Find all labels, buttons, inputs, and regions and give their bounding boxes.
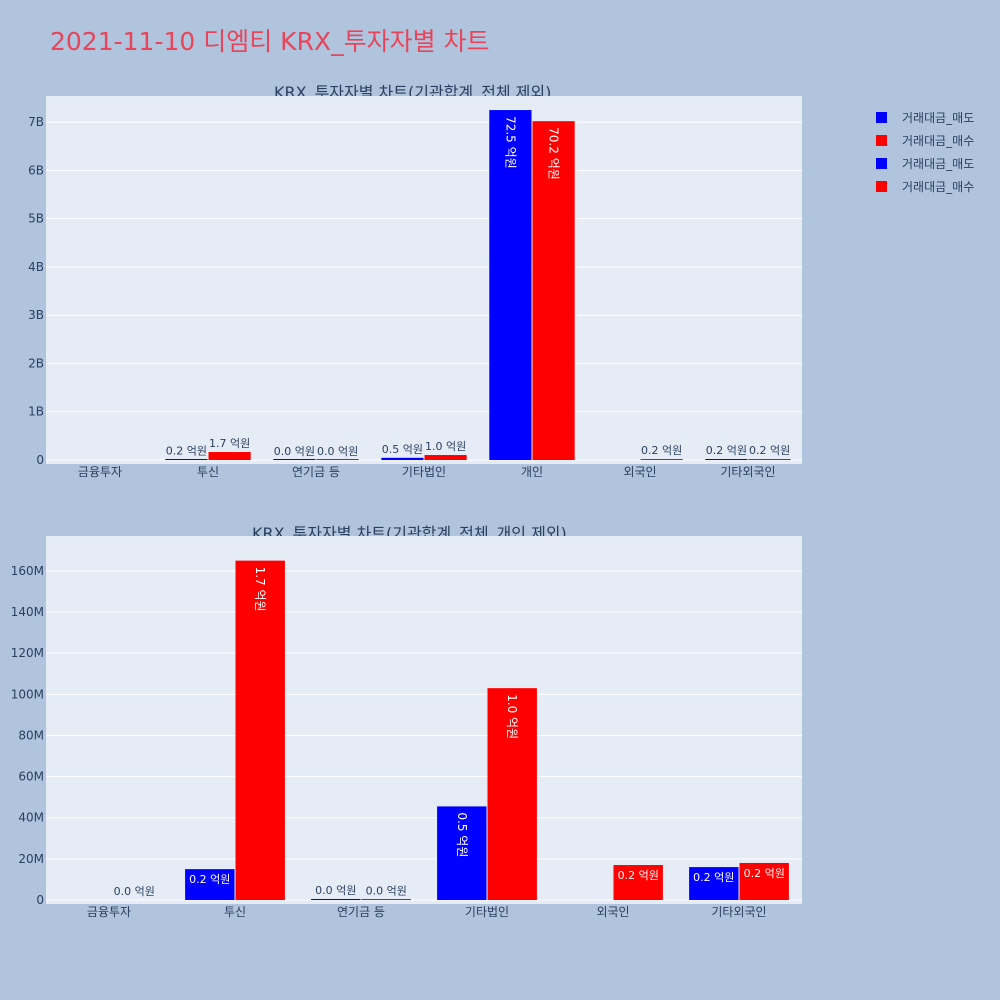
data-label: 1.0 억원 bbox=[505, 694, 519, 739]
y-tick-label: 1B bbox=[28, 405, 44, 419]
legend-item[interactable]: 거래대금_매수 bbox=[876, 175, 974, 198]
legend-swatch-sell bbox=[876, 158, 887, 169]
bar-buy bbox=[235, 560, 285, 900]
bar-buy bbox=[640, 459, 683, 460]
data-label: 70.2 억원 bbox=[547, 127, 561, 180]
x-tick-label: 개인 bbox=[521, 465, 543, 479]
legend-item[interactable]: 거래대금_매도 bbox=[876, 152, 974, 175]
bar-sell bbox=[689, 867, 739, 900]
bar-sell bbox=[381, 457, 424, 460]
bar-sell bbox=[165, 459, 208, 460]
x-tick-label: 기타법인 bbox=[465, 905, 509, 919]
data-label: 72.5 억원 bbox=[503, 116, 517, 169]
y-tick-label: 4B bbox=[28, 260, 44, 274]
data-label: 1.0 억원 bbox=[425, 440, 466, 453]
legend-label: 거래대금_매도 bbox=[902, 111, 975, 125]
bar-buy bbox=[316, 459, 359, 460]
legend-label: 거래대금_매수 bbox=[902, 134, 975, 148]
y-tick-label: 3B bbox=[28, 308, 44, 322]
y-tick-label: 7B bbox=[28, 115, 44, 129]
plot-area bbox=[46, 96, 802, 464]
data-label: 1.7 억원 bbox=[253, 567, 267, 612]
data-label: 0.2 억원 bbox=[641, 444, 682, 457]
data-label: 0.0 억원 bbox=[274, 445, 315, 458]
x-tick-label: 금융투자 bbox=[78, 465, 122, 479]
bar-sell bbox=[185, 869, 235, 900]
legend-swatch-sell bbox=[876, 112, 887, 123]
plot-area bbox=[46, 536, 802, 904]
data-label: 1.7 억원 bbox=[209, 437, 250, 450]
data-label: 0.0 억원 bbox=[315, 884, 356, 897]
bar-sell bbox=[311, 898, 361, 900]
y-tick-label: 80M bbox=[18, 728, 44, 742]
bar-sell bbox=[273, 459, 316, 460]
data-label: 0.2 억원 bbox=[166, 444, 207, 457]
x-tick-label: 외국인 bbox=[623, 465, 656, 479]
data-label: 0.2 억원 bbox=[618, 869, 659, 882]
legend-item[interactable]: 거래대금_매도 bbox=[876, 106, 974, 129]
x-tick-label: 연기금 등 bbox=[337, 905, 385, 919]
bar-buy bbox=[613, 865, 663, 900]
x-tick-label: 금융투자 bbox=[87, 905, 131, 919]
legend-swatch-buy bbox=[876, 181, 887, 192]
x-tick-label: 기타법인 bbox=[402, 465, 446, 479]
bar-sell bbox=[705, 459, 748, 460]
data-label: 0.0 억원 bbox=[366, 884, 407, 897]
y-tick-label: 60M bbox=[18, 770, 44, 784]
x-tick-label: 기타외국인 bbox=[711, 905, 766, 919]
bar-buy bbox=[748, 459, 791, 460]
bar-buy bbox=[739, 862, 789, 900]
bar-buy bbox=[532, 121, 575, 460]
legend-item[interactable]: 거래대금_매수 bbox=[876, 129, 974, 152]
bar-buy bbox=[361, 899, 411, 900]
data-label: 0.5 억원 bbox=[455, 812, 469, 857]
data-label: 0.2 억원 bbox=[744, 867, 785, 880]
x-tick-label: 연기금 등 bbox=[292, 465, 340, 479]
y-tick-label: 0 bbox=[36, 453, 44, 467]
y-tick-label: 20M bbox=[18, 852, 44, 866]
legend: 거래대금_매도 거래대금_매수 거래대금_매도 거래대금_매수 bbox=[876, 106, 974, 198]
y-tick-label: 2B bbox=[28, 356, 44, 370]
bar-sell bbox=[489, 110, 532, 461]
legend-swatch-buy bbox=[876, 135, 887, 146]
y-tick-label: 5B bbox=[28, 212, 44, 226]
y-tick-label: 160M bbox=[11, 564, 44, 578]
bar-buy bbox=[208, 452, 251, 460]
page-title: 2021-11-10 디엠티 KRX_투자자별 차트 bbox=[50, 27, 490, 56]
bar-buy bbox=[424, 455, 467, 460]
x-tick-label: 투신 bbox=[224, 905, 246, 919]
y-tick-label: 140M bbox=[11, 605, 44, 619]
y-tick-label: 100M bbox=[11, 687, 44, 701]
data-label: 0.0 억원 bbox=[317, 445, 358, 458]
legend-label: 거래대금_매도 bbox=[902, 157, 975, 171]
data-label: 0.5 억원 bbox=[382, 443, 423, 456]
x-tick-label: 투신 bbox=[197, 465, 219, 479]
data-label: 0.2 억원 bbox=[693, 871, 734, 884]
y-tick-label: 120M bbox=[11, 646, 44, 660]
data-label: 0.0 억원 bbox=[114, 885, 155, 898]
y-tick-label: 0 bbox=[36, 893, 44, 907]
data-label: 0.2 억원 bbox=[749, 444, 790, 457]
legend-label: 거래대금_매수 bbox=[902, 180, 975, 194]
bar-sell bbox=[437, 806, 487, 900]
x-tick-label: 기타외국인 bbox=[720, 465, 775, 479]
data-label: 0.2 억원 bbox=[706, 444, 747, 457]
y-tick-label: 6B bbox=[28, 163, 44, 177]
bar-buy bbox=[487, 688, 537, 900]
data-label: 0.2 억원 bbox=[189, 873, 230, 886]
y-tick-label: 40M bbox=[18, 811, 44, 825]
x-tick-label: 외국인 bbox=[596, 905, 629, 919]
